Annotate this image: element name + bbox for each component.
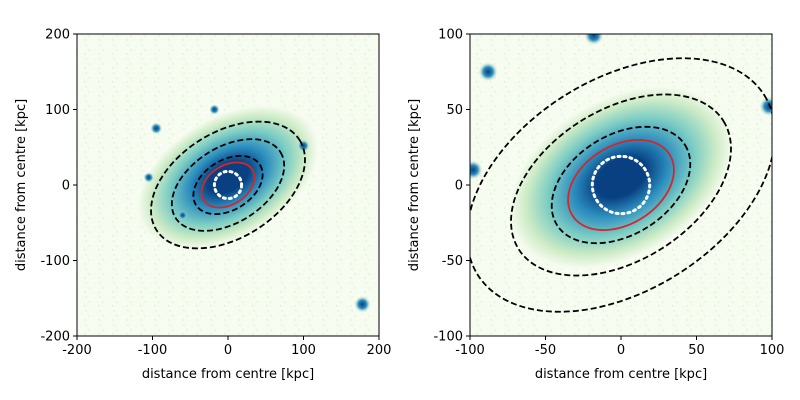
x-tick-label: -100 — [455, 343, 485, 358]
dashed-ellipse — [470, 57, 772, 313]
y-tick-label: -100 — [433, 330, 463, 345]
left-ticks: -200 -100 0 100 200 -200 -100 0 100 200 — [40, 28, 391, 359]
y-tick-label: -200 — [40, 330, 70, 345]
dashed-ellipse — [192, 155, 264, 215]
dotted-circle — [590, 154, 652, 216]
x-tick-label: 0 — [224, 343, 232, 358]
red-ellipse — [567, 139, 675, 231]
x-tick-label: 200 — [367, 343, 392, 358]
y-tick-label: 50 — [446, 103, 463, 118]
x-tick-label: -50 — [535, 343, 556, 358]
right-panel: -100 -50 0 50 100 -100 -50 0 50 100 distance from… — [407, 28, 784, 383]
y-tick-label: 100 — [45, 103, 70, 118]
dashed-ellipse — [150, 120, 306, 250]
left-ylabel: distance from centre [kpc] — [14, 99, 29, 271]
right-ticks: -100 -50 0 50 100 -100 -50 0 50 100 — [433, 28, 784, 359]
y-tick-label: 100 — [438, 28, 463, 43]
y-tick-label: 0 — [455, 179, 463, 194]
hotspot — [150, 122, 163, 135]
left-ellipse-group — [150, 120, 306, 250]
right-xlabel: distance from centre [kpc] — [535, 367, 707, 382]
hotspot — [478, 62, 498, 82]
right-density-image — [470, 34, 772, 336]
dashed-ellipse — [170, 138, 286, 232]
right-ylabel: distance from centre [kpc] — [407, 99, 422, 271]
dashed-ellipse — [510, 93, 732, 277]
cluster-halo — [509, 86, 733, 269]
hotspot — [143, 172, 155, 183]
right-ellipse-group — [470, 57, 772, 313]
y-tick-label: -50 — [442, 254, 463, 269]
hotspot — [470, 160, 483, 180]
dotted-circle — [212, 169, 244, 201]
x-tick-label: 100 — [760, 343, 785, 358]
hotspot — [178, 210, 188, 220]
left-xlabel: distance from centre [kpc] — [142, 367, 314, 382]
dashed-ellipse — [550, 125, 692, 245]
hotspot — [759, 96, 772, 117]
x-tick-label: 50 — [688, 343, 705, 358]
left-panel: -200 -100 0 100 200 -200 -100 0 100 200 distance … — [14, 28, 391, 383]
y-tick-label: 200 — [45, 28, 70, 43]
hotspot — [584, 34, 604, 46]
hotspot — [354, 295, 371, 313]
y-tick-label: -100 — [40, 254, 70, 269]
hotspot — [209, 104, 220, 115]
x-tick-label: -200 — [62, 343, 92, 358]
x-tick-label: 0 — [617, 343, 625, 358]
x-tick-label: -100 — [138, 343, 168, 358]
y-tick-label: 0 — [62, 179, 70, 194]
x-tick-label: 100 — [291, 343, 316, 358]
left-density-image — [77, 34, 379, 336]
red-ellipse — [200, 161, 256, 209]
